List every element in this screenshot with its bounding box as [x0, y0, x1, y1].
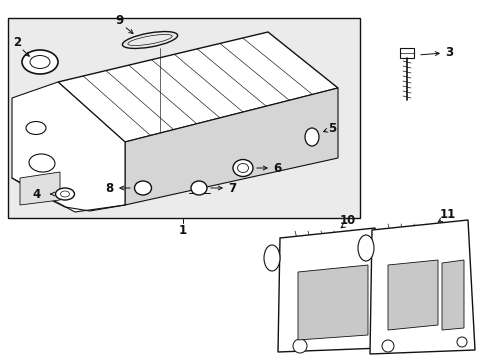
Circle shape [292, 339, 306, 353]
Polygon shape [125, 88, 337, 205]
Text: 3: 3 [444, 45, 452, 59]
Ellipse shape [61, 191, 69, 197]
Ellipse shape [29, 154, 55, 172]
Ellipse shape [127, 35, 172, 46]
Polygon shape [441, 260, 463, 330]
Text: 5: 5 [327, 122, 335, 135]
Circle shape [456, 337, 466, 347]
Text: 8: 8 [104, 181, 113, 194]
Polygon shape [297, 265, 367, 340]
Ellipse shape [122, 32, 177, 49]
Text: 10: 10 [339, 213, 355, 226]
Ellipse shape [22, 50, 58, 74]
Ellipse shape [357, 235, 373, 261]
Text: 1: 1 [179, 224, 187, 237]
Polygon shape [399, 48, 413, 58]
Polygon shape [20, 172, 60, 205]
Circle shape [356, 303, 366, 313]
Ellipse shape [30, 55, 50, 68]
Polygon shape [12, 82, 125, 212]
Text: 11: 11 [439, 207, 455, 220]
Ellipse shape [232, 159, 252, 176]
Text: 2: 2 [13, 36, 21, 49]
Circle shape [381, 340, 393, 352]
Polygon shape [278, 228, 381, 352]
Ellipse shape [305, 128, 318, 146]
Ellipse shape [264, 245, 280, 271]
Polygon shape [387, 260, 437, 330]
Ellipse shape [191, 181, 206, 195]
FancyBboxPatch shape [8, 18, 359, 218]
Ellipse shape [134, 181, 151, 195]
Text: 4: 4 [33, 188, 41, 201]
Polygon shape [369, 220, 474, 354]
Text: 7: 7 [227, 181, 236, 194]
Ellipse shape [26, 122, 46, 135]
Text: 9: 9 [116, 14, 124, 27]
Polygon shape [58, 32, 337, 142]
Ellipse shape [55, 188, 74, 200]
Ellipse shape [237, 163, 248, 172]
Text: 6: 6 [272, 162, 281, 175]
